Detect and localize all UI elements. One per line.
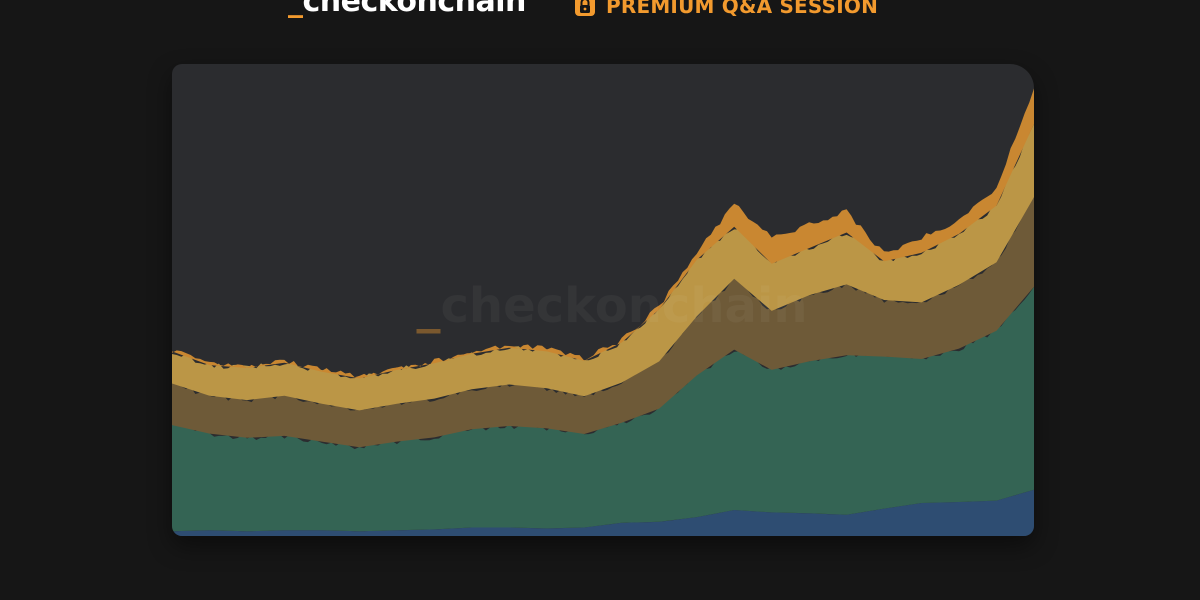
series-area-2: [172, 286, 1034, 532]
series-area-5: [172, 88, 1034, 379]
session-label: PREMIUM Q&A SESSION: [606, 0, 879, 18]
watermark-underscore: _: [416, 278, 440, 334]
series-layer: [172, 88, 1034, 536]
brand-name: checkonchain: [302, 0, 527, 19]
chart-card: _checkonchain: [172, 64, 1034, 536]
brand-logo: _checkonchain: [288, 0, 526, 19]
series-area-1: [172, 489, 1034, 536]
series-area-3: [172, 197, 1034, 448]
series-area-4: [172, 123, 1034, 411]
watermark: _checkonchain: [416, 278, 807, 334]
premium-session-badge: PREMIUM Q&A SESSION: [574, 0, 878, 18]
watermark-text: checkonchain: [440, 278, 807, 334]
stacked-area-chart: _checkonchain: [172, 88, 1034, 536]
brand-underscore: _: [288, 0, 303, 19]
lock-icon: [575, 0, 595, 16]
